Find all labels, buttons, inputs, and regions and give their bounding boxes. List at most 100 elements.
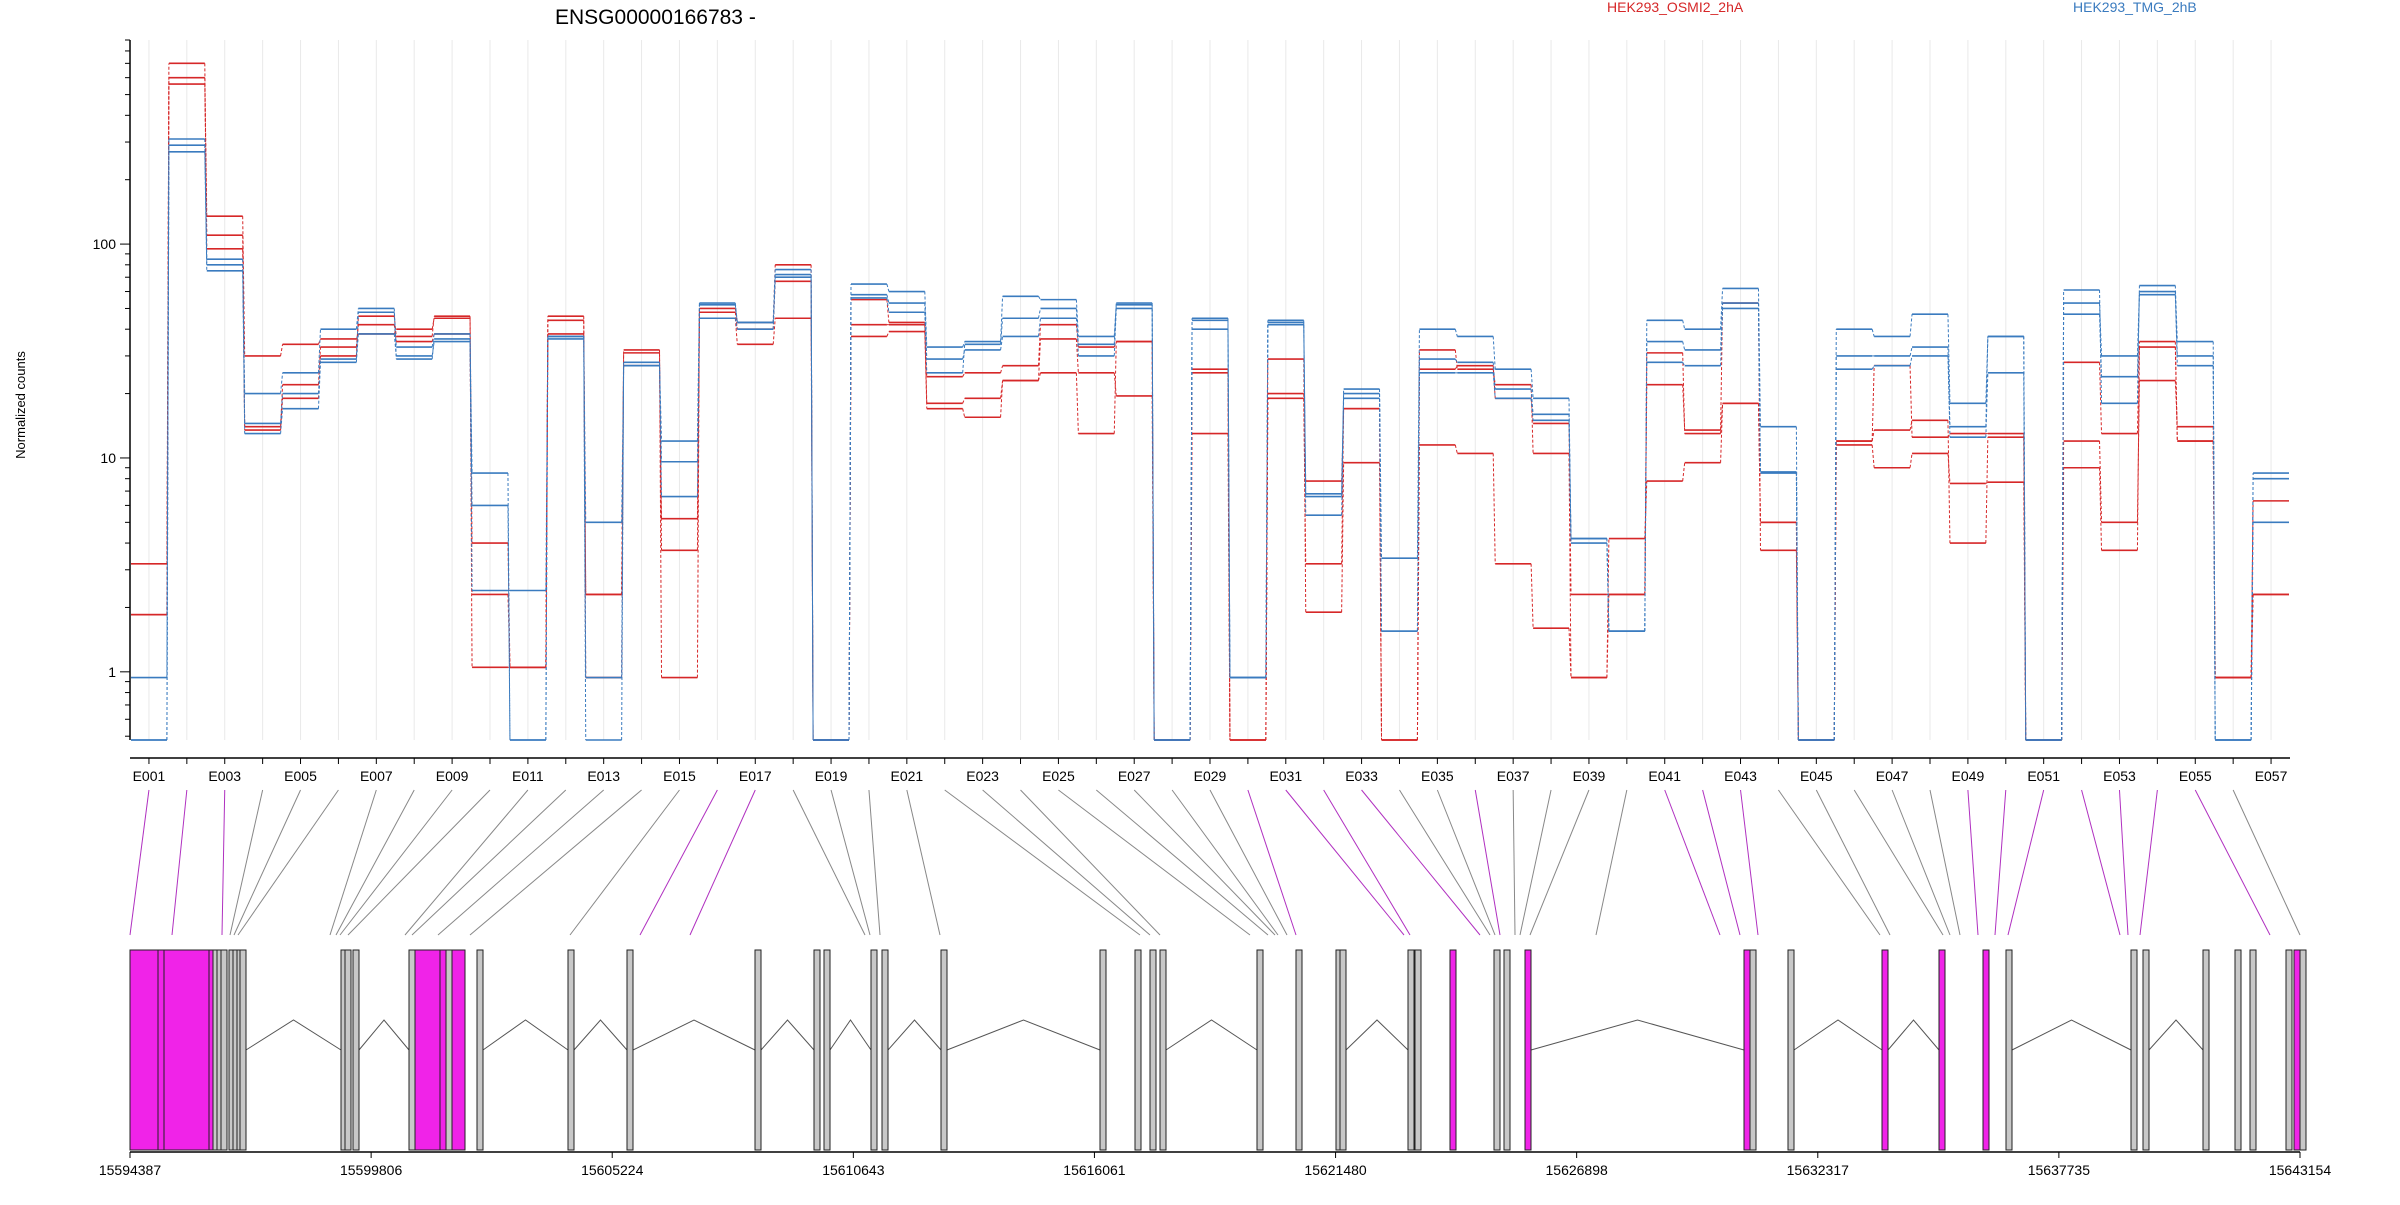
intron xyxy=(573,1019,628,1051)
exon-connector xyxy=(469,318,473,668)
exon-links xyxy=(129,789,2301,936)
exon-connector xyxy=(2099,289,2103,404)
intron xyxy=(2011,1019,2132,1051)
exon-connector xyxy=(1341,389,1345,494)
exon-connector xyxy=(734,304,738,323)
exon-connector xyxy=(1985,481,1989,484)
exon-block xyxy=(1149,949,1157,1151)
exon-connector xyxy=(810,269,814,741)
exon-connector xyxy=(1075,372,1079,434)
exon-connector xyxy=(280,344,284,356)
exon-connector xyxy=(1492,362,1496,390)
exon-label: E047 xyxy=(1876,768,1909,784)
exon-link xyxy=(830,789,871,936)
exon-connector xyxy=(1416,329,1420,559)
coordinate-label: 15621480 xyxy=(1304,1162,1367,1178)
intron xyxy=(482,1019,569,1051)
exon-connector xyxy=(583,336,587,523)
exon-connector xyxy=(886,299,890,323)
exon-label: E033 xyxy=(1345,768,1378,784)
exon-connector xyxy=(1568,398,1572,544)
exon-connector xyxy=(2174,380,2178,427)
exon-label: E005 xyxy=(284,768,317,784)
exon-link xyxy=(1519,789,1552,936)
exon-connector xyxy=(1720,403,1724,434)
chart-title: ENSG00000166783 - xyxy=(555,6,756,29)
exon-connector xyxy=(317,329,321,373)
exon-connector xyxy=(583,338,587,741)
exon-connector xyxy=(166,145,170,741)
exon-block xyxy=(1159,949,1167,1151)
intron xyxy=(632,1019,756,1051)
intron xyxy=(2148,1019,2204,1051)
exon-label: E009 xyxy=(436,768,469,784)
exon-link xyxy=(1529,789,1590,936)
exon-link xyxy=(569,789,680,936)
exon-connector xyxy=(1000,380,1004,418)
exon-connector xyxy=(1037,318,1041,337)
coordinate-label: 15632317 xyxy=(1787,1162,1850,1178)
exon-link xyxy=(1436,789,1496,936)
exon-connector xyxy=(1947,433,1951,438)
exon-connector xyxy=(1530,398,1534,421)
exon-connector xyxy=(1682,362,1686,366)
exon-block xyxy=(1749,949,1757,1151)
exon-connector xyxy=(317,362,321,409)
exon-label: E027 xyxy=(1118,768,1151,784)
exon-connector xyxy=(772,269,776,323)
exon-connector xyxy=(1000,380,1004,399)
exon-link xyxy=(982,789,1151,936)
exon-connector xyxy=(1682,352,1686,434)
exon-link xyxy=(221,789,226,936)
exon-connector xyxy=(1492,372,1496,399)
exon-connector xyxy=(317,359,321,394)
exon-link xyxy=(1595,789,1628,936)
exon-connector xyxy=(1720,288,1724,330)
exon-link xyxy=(1171,789,1279,936)
exon-label: E049 xyxy=(1952,768,1985,784)
exon-link xyxy=(1247,789,1297,936)
exon-block xyxy=(870,949,878,1151)
exon-block xyxy=(1256,949,1264,1151)
exon-block xyxy=(2234,949,2242,1151)
exon-link xyxy=(1020,789,1161,936)
exon-connector xyxy=(2061,289,2065,741)
exon-connector xyxy=(1000,318,1004,345)
exon-link xyxy=(1512,789,1516,936)
exon-label: E045 xyxy=(1800,768,1833,784)
exon-block xyxy=(1787,949,1795,1151)
exon-connector xyxy=(355,312,359,360)
y-tick-label: 1 xyxy=(108,664,116,680)
exon-connector xyxy=(355,308,359,330)
coordinate-label: 15599806 xyxy=(340,1162,403,1178)
exon-connector xyxy=(1454,329,1458,337)
exon-connector xyxy=(204,138,208,260)
exon-connector xyxy=(2061,441,2065,741)
exon-connector xyxy=(1947,347,1951,427)
exon-connector xyxy=(242,216,246,356)
exon-label: E001 xyxy=(133,768,166,784)
exon-block xyxy=(408,949,416,1151)
exon-connector xyxy=(469,341,473,506)
exon-label: E025 xyxy=(1042,768,1075,784)
y-axis: 1 10 100 xyxy=(93,39,131,740)
grid-lines xyxy=(148,40,2272,740)
gene-model-track xyxy=(129,949,2307,1151)
exon-connector xyxy=(1985,336,1989,404)
exon-connector xyxy=(2136,341,2140,434)
exon-block xyxy=(1295,949,1303,1151)
exon-connector xyxy=(204,63,208,249)
exon-label: E029 xyxy=(1194,768,1227,784)
exon-connector xyxy=(1947,453,1951,484)
exon-connector xyxy=(1454,365,1458,370)
exon-connector xyxy=(659,365,663,442)
exon-connector xyxy=(1682,320,1686,330)
y-tick-label: 100 xyxy=(93,236,117,252)
exon-connector xyxy=(1909,365,1913,438)
exon-link xyxy=(1664,789,1721,936)
exon-connector xyxy=(1454,349,1458,370)
exon-link xyxy=(469,789,642,936)
exon-label: E031 xyxy=(1269,768,1302,784)
exon-connector xyxy=(621,365,625,678)
exon-link xyxy=(411,789,567,936)
